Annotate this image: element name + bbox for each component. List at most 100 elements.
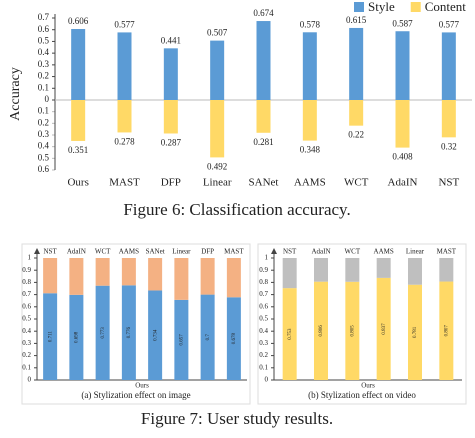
y-tick-label: 0.6 [22,302,31,310]
bar-segment [174,299,189,380]
data-label: 0.698 [75,331,80,343]
bar [349,27,364,101]
y-tick-label: 0.7 [259,290,268,298]
data-label: 0.578 [300,19,321,29]
x-tick-label: NST [44,248,58,256]
y-tick-label: 0.4 [22,327,31,335]
x-tick-label: DFP [161,177,181,189]
data-label: 0.577 [439,19,460,29]
x-tick-label: SANet [146,248,165,256]
panel-border [257,243,467,405]
bar-segment [95,258,110,286]
y-tick-label: 0.2 [22,351,31,359]
x-tick-label: Ours [67,177,88,189]
bar [256,21,271,100]
y-tick-label: 0 [28,376,32,384]
data-label: 0.674 [253,8,274,18]
legend-swatch [354,2,364,12]
bar-segment [43,258,58,294]
y-tick-label: 0.1 [259,363,268,371]
y-tick-label: 0.5 [22,315,31,323]
y-tick-label: 0.4 [38,141,50,151]
bar-segment [408,284,422,380]
x-tick-label: AAMS [294,177,326,189]
x-tick-label: WCT [345,248,361,256]
bar-segment [314,281,328,380]
bar-segment [439,281,454,380]
y-tick-label: 0.7 [22,290,31,298]
y-tick-label: 0.8 [22,278,31,286]
bar [71,100,86,141]
data-label: 0.281 [253,137,273,147]
y-tick-label: 0 [45,94,50,104]
bar [395,31,410,100]
y-tick-label: 0.5 [38,152,50,162]
y-tick-label: 0.8 [259,278,268,286]
figure-caption: Figure 7: User study results. [141,409,333,428]
y-tick-label: 0.6 [38,164,50,174]
data-label: 0.806 [319,325,324,337]
bar-segment [345,258,360,282]
y-axis-label: Accuracy [8,67,23,121]
x-tick-label: NST [283,248,297,256]
x-tick-label: MAST [224,248,244,256]
x-tick-label: DFP [201,248,214,256]
legend-label: Style [368,0,395,14]
bar-segment [121,285,136,380]
data-label: 0.348 [300,145,321,155]
panel-border [21,243,251,405]
caption: (b) Stylization effect on video [308,390,416,400]
bar [163,100,178,134]
y-tick-label: 0.2 [38,71,49,81]
y-tick-label: 0.3 [38,129,50,139]
caption: Figure 6: Classification accuracy. [123,200,350,219]
bar [256,100,271,133]
x-tick-label: Linear [172,248,191,256]
bar-segment [226,297,241,380]
bar-segment [43,293,58,380]
bar-segment [174,258,189,300]
bar-segment [282,258,297,289]
bar [441,32,456,101]
y-tick-label: 0.3 [259,339,268,347]
x-tick-label: AdaIN [67,248,86,256]
bar-segment [376,277,391,380]
x-axis-label: Ours [135,382,149,390]
data-label: 0.805 [350,325,355,337]
bar [117,100,132,133]
data-label: 0.507 [207,28,228,38]
data-label: 0.753 [288,328,293,340]
bar [210,40,225,100]
bar [441,100,456,138]
x-tick-label: AAMS [119,248,139,256]
data-label: 0.22 [348,130,364,140]
y-tick-label: 1 [28,254,32,262]
y-tick-label: 0.2 [38,117,49,127]
y-tick-label: 0.3 [22,339,31,347]
data-label: 0.807 [444,325,449,337]
bar-segment [345,281,360,380]
x-tick-label: SANet [249,177,279,189]
bar-segment [408,258,422,285]
data-label: 0.837 [382,323,387,335]
bar [210,100,225,158]
data-label: 0.587 [392,18,413,28]
bar [117,32,132,101]
x-tick-label: AdaIN [311,248,330,256]
y-tick-label: 1 [265,254,269,262]
y-tick-label: 0.9 [22,266,31,274]
bar-segment [95,285,110,380]
data-label: 0.615 [346,15,367,25]
bar-segment [439,258,454,282]
caption: (a) Stylization effect on image [81,390,190,400]
data-label: 0.657 [180,334,185,346]
y-tick-label: 0.9 [259,266,268,274]
axis-arrow [271,248,277,254]
y-tick-label: 0.4 [259,327,268,335]
legend-swatch [410,2,421,12]
x-tick-label: Linear [406,248,425,256]
x-tick-label: MAST [109,177,140,189]
y-tick-label: 0 [265,376,269,384]
y-tick-label: 0.5 [38,35,50,45]
bar-segment [376,258,391,278]
